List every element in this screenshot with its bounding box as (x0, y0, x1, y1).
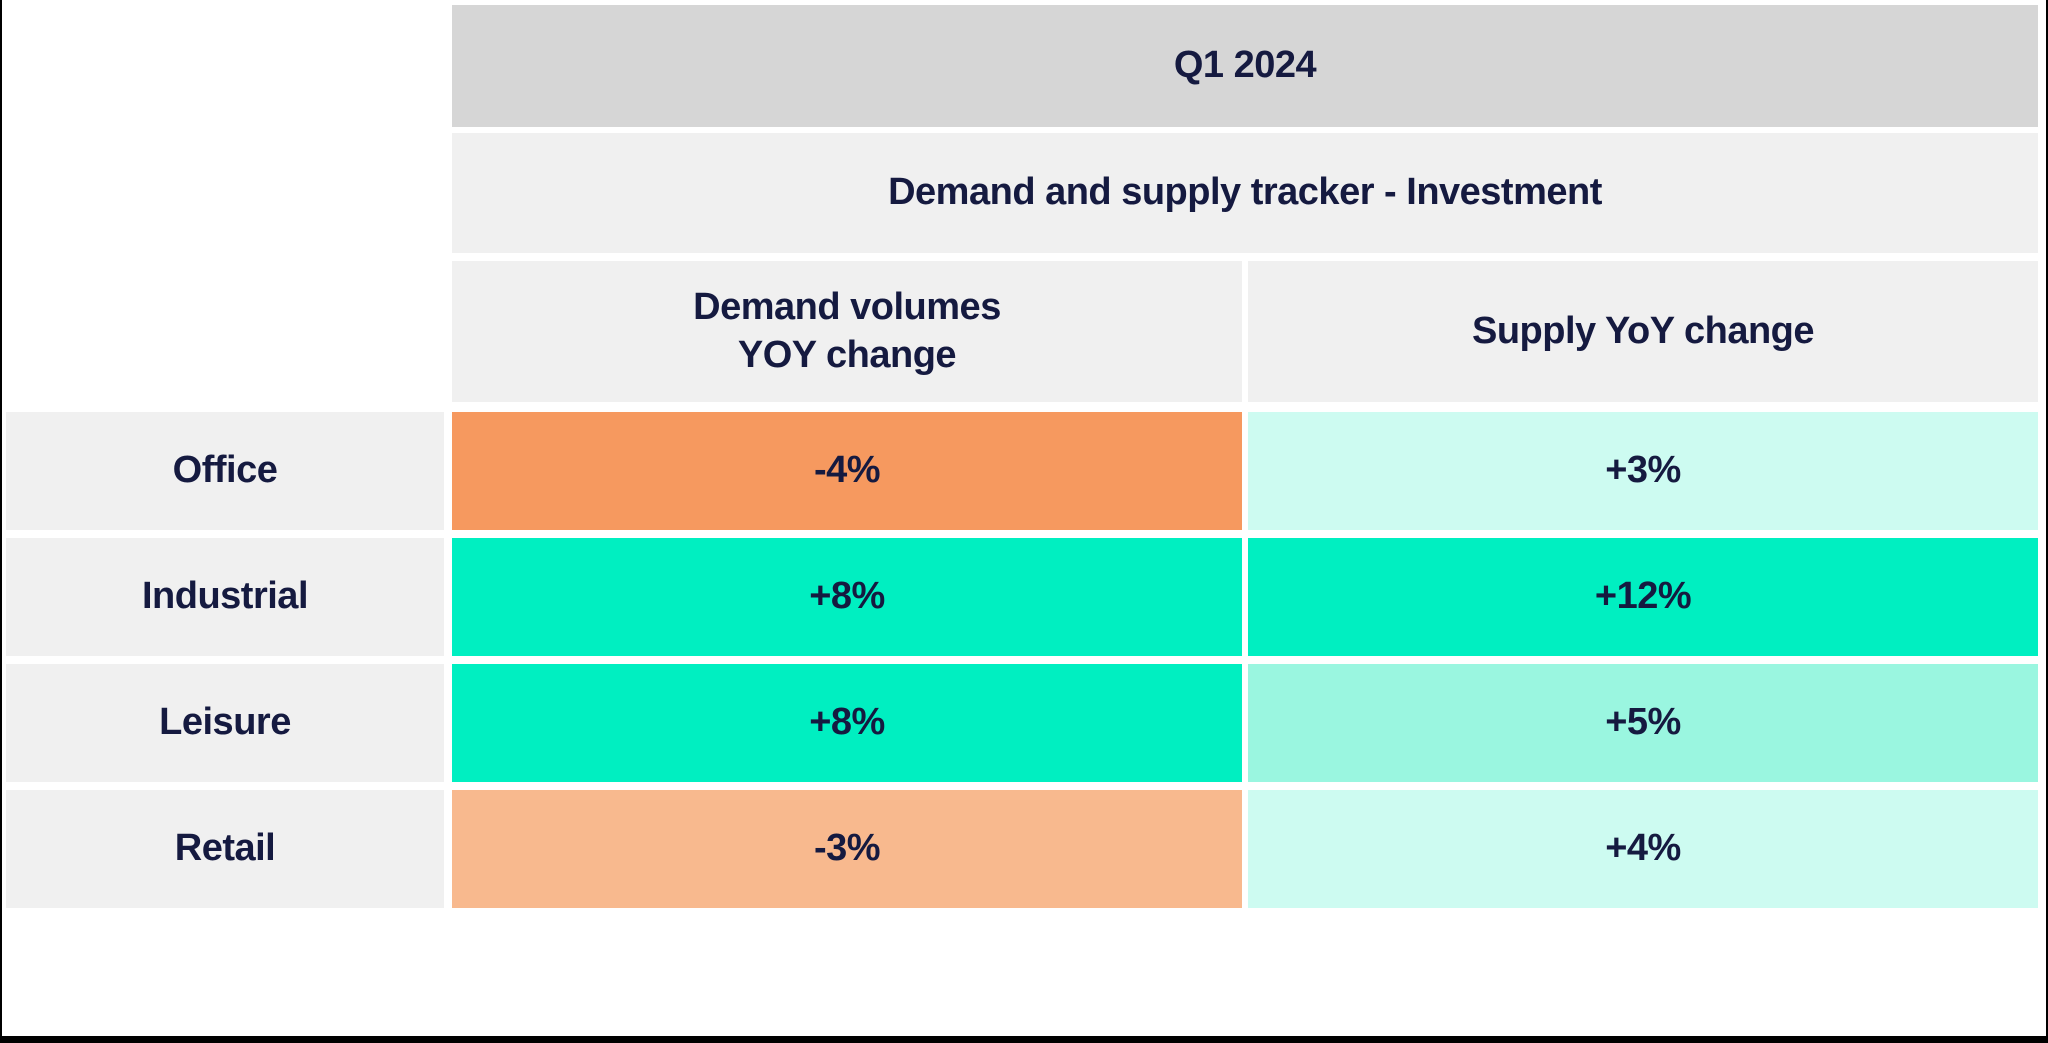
supply-cell-retail: +4% (1248, 790, 2038, 908)
column-header-demand: Demand volumes YOY change (452, 261, 1242, 402)
demand-cell-leisure: +8% (452, 664, 1242, 782)
supply-cell-industrial: +12% (1248, 538, 2038, 656)
row-label-industrial: Industrial (6, 538, 444, 656)
right-border-line (2046, 0, 2048, 1043)
demand-cell-retail: -3% (452, 790, 1242, 908)
demand-cell-industrial: +8% (452, 538, 1242, 656)
supply-cell-office: +3% (1248, 412, 2038, 530)
column-header-supply: Supply YoY change (1248, 261, 2038, 402)
row-label-leisure: Leisure (6, 664, 444, 782)
demand-cell-office: -4% (452, 412, 1242, 530)
row-label-retail: Retail (6, 790, 444, 908)
left-border-line (0, 0, 2, 1043)
period-header: Q1 2024 (452, 5, 2038, 127)
tracker-subtitle: Demand and supply tracker - Investment (452, 133, 2038, 253)
supply-cell-leisure: +5% (1248, 664, 2038, 782)
row-label-office: Office (6, 412, 444, 530)
bottom-border-bar (0, 1036, 2048, 1043)
